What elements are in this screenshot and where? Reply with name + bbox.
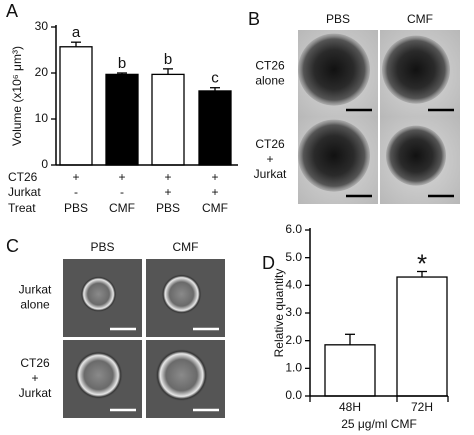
y-tick-label: 20 <box>35 65 49 79</box>
panel-label: A <box>6 1 18 21</box>
bar <box>198 90 232 166</box>
column-header: PBS <box>326 12 350 26</box>
cell <box>298 119 370 192</box>
column-header: CMF <box>407 12 433 26</box>
column-header: PBS <box>90 240 114 254</box>
panel-label: B <box>248 9 260 29</box>
bar-label: b <box>118 55 126 72</box>
x-tick-label: 48H <box>339 400 361 414</box>
cell <box>155 349 208 402</box>
row-label: Jurkat <box>19 283 52 297</box>
y-tick-label: 0.0 <box>285 388 302 402</box>
table-cell: + <box>211 170 218 184</box>
x-axis-label: 25 μg/ml CMF <box>341 417 417 431</box>
y-tick-label: 4.0 <box>285 278 302 292</box>
x-tick-label: CMF <box>202 201 228 215</box>
bar-label: a <box>72 24 81 41</box>
y-axis-label: Relative quantity <box>272 269 286 358</box>
row-label: alone <box>20 298 50 312</box>
bar-label: c <box>211 70 219 87</box>
y-tick-label: 5.0 <box>285 250 302 264</box>
row-label: CT26 <box>20 356 50 370</box>
table-cell: - <box>120 185 124 199</box>
cell <box>382 35 450 104</box>
row-label: Jurkat <box>19 386 52 400</box>
y-tick-label: 10 <box>35 111 49 125</box>
bar <box>105 73 139 166</box>
cell <box>298 33 370 106</box>
table-cell: - <box>74 185 78 199</box>
x-tick-label: PBS <box>156 201 180 215</box>
y-tick-label: 6.0 <box>285 222 302 236</box>
row-label: alone <box>255 74 285 88</box>
x-tick-label: CMF <box>109 201 135 215</box>
row-label: + <box>266 152 273 166</box>
y-axis-label: Volume (x10⁶ μm³) <box>10 46 24 146</box>
row-label: + <box>31 371 38 385</box>
cell <box>74 351 123 400</box>
row-label: CT26 <box>255 59 285 73</box>
cell <box>80 276 117 313</box>
table-cell: + <box>164 185 171 199</box>
bar-label: b <box>164 51 172 68</box>
bar <box>324 344 376 397</box>
y-tick-label: 1.0 <box>285 361 302 375</box>
x-tick-label: PBS <box>64 201 88 215</box>
bar <box>151 73 185 166</box>
x-tick-label: 72H <box>411 400 433 414</box>
table-cell: + <box>72 170 79 184</box>
y-tick-label: 2.0 <box>285 333 302 347</box>
table-row-label: Treat <box>8 201 36 215</box>
bar <box>59 46 93 166</box>
table-cell: + <box>118 170 125 184</box>
panel-label: C <box>6 236 19 256</box>
y-tick-label: 0 <box>41 157 48 171</box>
cell <box>161 274 202 315</box>
table-row-label: CT26 <box>8 170 38 184</box>
y-tick-label: 3.0 <box>285 305 302 319</box>
y-tick-label: 30 <box>35 19 49 33</box>
table-cell: + <box>211 185 218 199</box>
table-cell: + <box>164 170 171 184</box>
bar <box>396 276 448 397</box>
row-label: CT26 <box>255 137 285 151</box>
bar-label: * <box>417 248 427 278</box>
panel-label: D <box>262 253 275 273</box>
row-label: Jurkat <box>254 167 287 181</box>
table-row-label: Jurkat <box>8 185 41 199</box>
cell <box>386 125 446 186</box>
column-header: CMF <box>173 240 199 254</box>
